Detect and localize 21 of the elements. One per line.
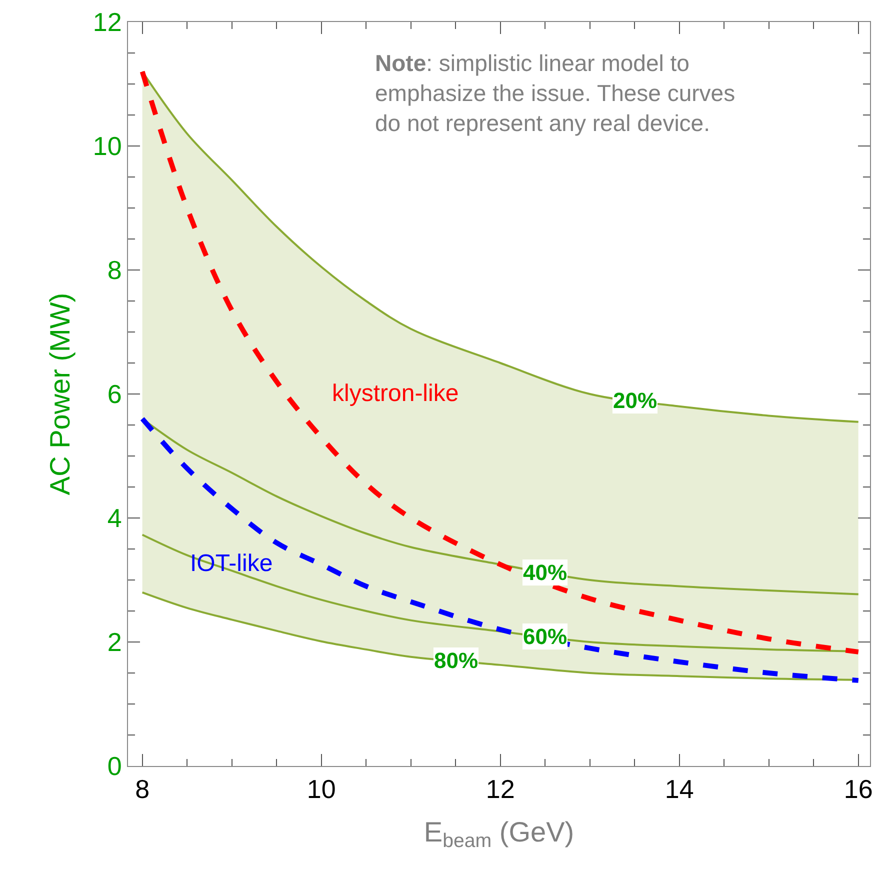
y-tick-label: 0 xyxy=(107,751,122,782)
series-label: 60% xyxy=(523,624,568,649)
series-label: klystron-like xyxy=(332,380,459,407)
y-axis-title: AC Power (MW) xyxy=(44,292,76,496)
y-tick-label: 12 xyxy=(92,7,122,38)
x-tick-label: 16 xyxy=(844,774,873,804)
y-tick-label: 6 xyxy=(107,379,122,410)
series-label: 20% xyxy=(613,388,658,413)
y-tick-label: 10 xyxy=(92,131,122,162)
series-label: 40% xyxy=(523,560,568,585)
annotation: Note: simplistic linear model to emphasize the issue. These curves do not represent any real device. xyxy=(375,50,736,136)
x-tick-label: 8 xyxy=(135,774,150,804)
x-tick-label: 12 xyxy=(486,774,515,804)
y-tick-label: 2 xyxy=(107,627,122,658)
x-axis-title: E$_{beam}$ (GeV) xyxy=(424,816,574,852)
y-tick-label: 4 xyxy=(107,503,122,534)
series-label: 80% xyxy=(434,648,478,673)
x-tick-label: 10 xyxy=(306,774,336,804)
x-tick-label: 14 xyxy=(664,774,694,804)
line-series xyxy=(141,418,860,596)
y-tick-label: 8 xyxy=(107,255,122,286)
